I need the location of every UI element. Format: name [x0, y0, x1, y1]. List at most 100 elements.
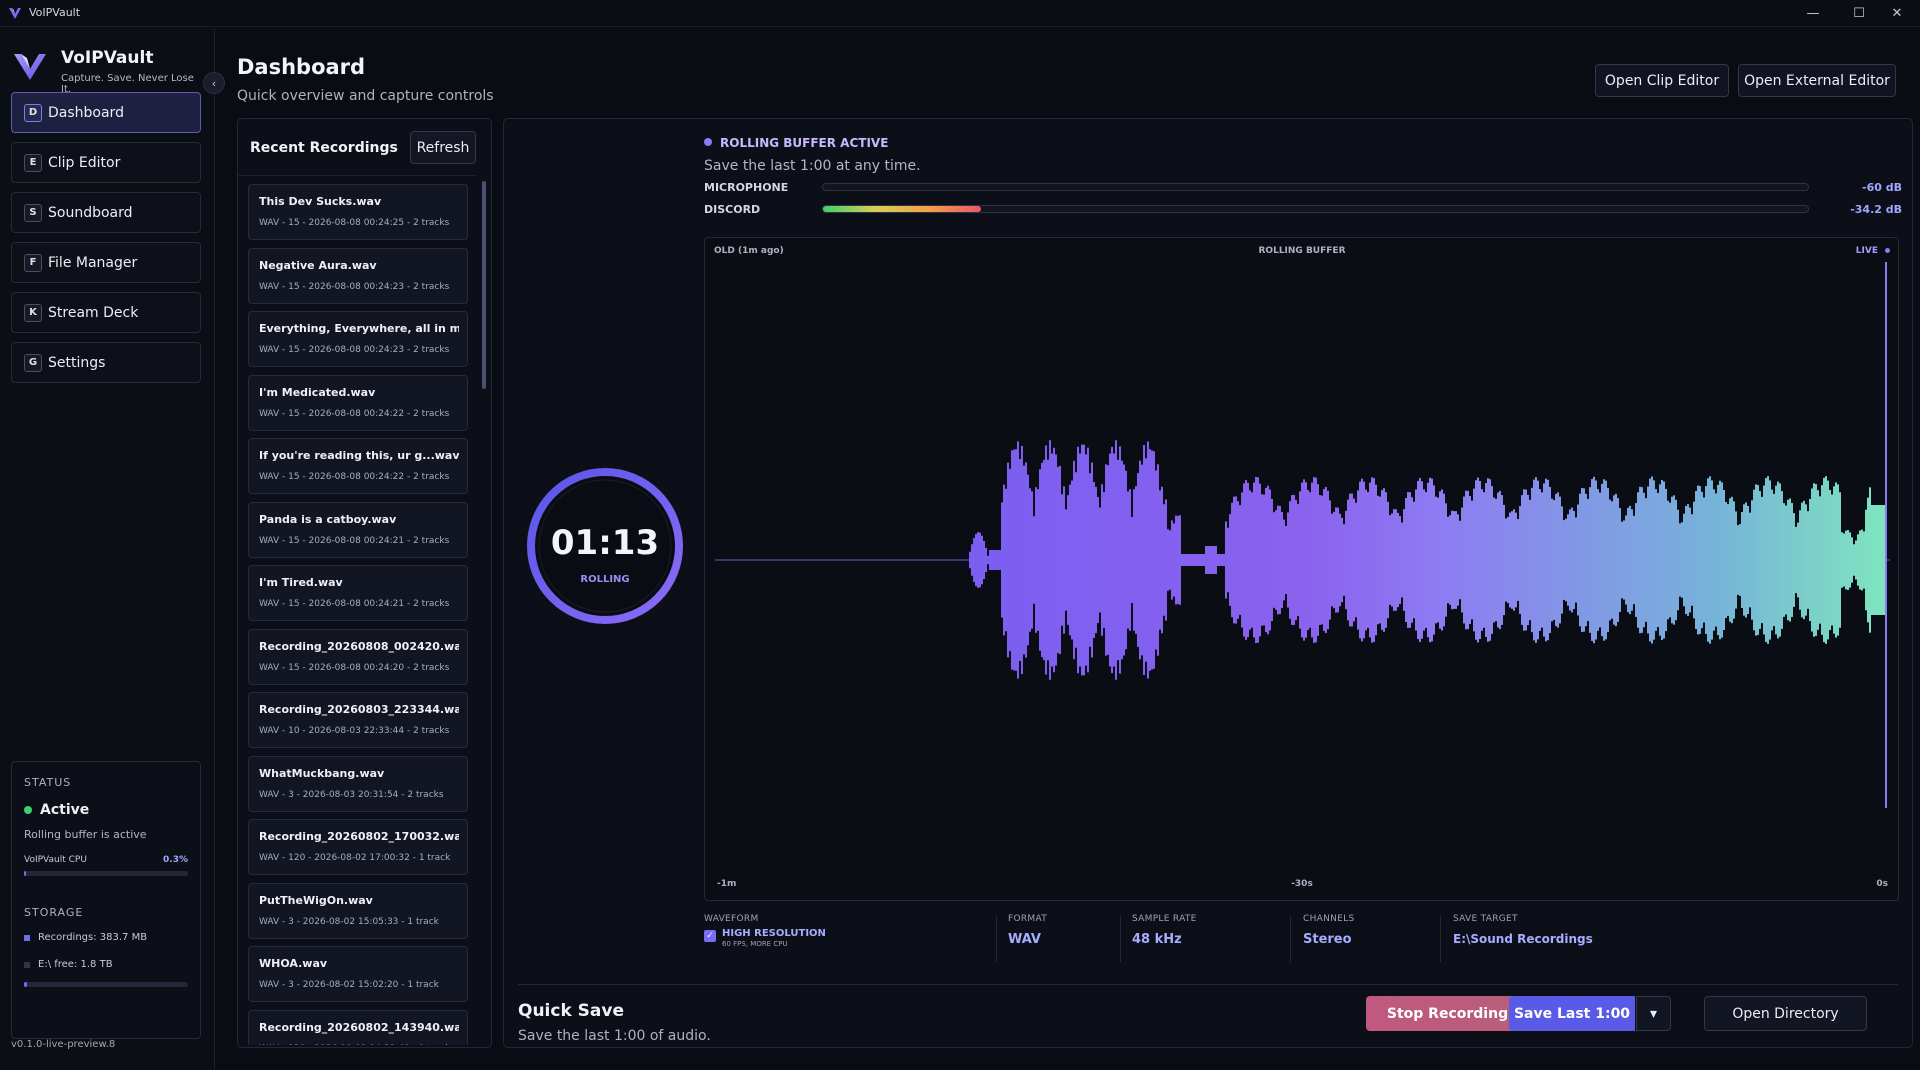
- waveform-bar: [1553, 500, 1555, 620]
- recordings-scrollbar[interactable]: [482, 181, 486, 1031]
- recording-meta: WAV - 15 - 2026-08-08 00:24:22 - 2 track…: [259, 472, 450, 482]
- open-clip-editor-button[interactable]: Open Clip Editor: [1595, 64, 1729, 97]
- waveform-bar: [1089, 473, 1091, 647]
- axis-label-minus-30s: -30s: [1291, 879, 1313, 889]
- save-target-value[interactable]: E:\Sound Recordings: [1453, 932, 1593, 946]
- waveform-bar: [1687, 504, 1689, 616]
- waveform-bar: [1847, 530, 1849, 590]
- recording-item[interactable]: Panda is a catboy.wav WAV - 15 - 2026-08-…: [248, 501, 468, 558]
- waveform-bar: [1063, 486, 1065, 634]
- refresh-button[interactable]: Refresh: [410, 131, 476, 164]
- waveform-bar: [1621, 521, 1623, 599]
- checkbox-checked-icon[interactable]: ✓: [704, 930, 716, 942]
- waveform-bar: [1559, 496, 1561, 624]
- recording-item[interactable]: Recording_20260802_143940.wav WAV - 120 -…: [248, 1009, 468, 1046]
- storage-bar: [24, 982, 188, 987]
- sidebar-item-settings[interactable]: G Settings: [11, 342, 201, 383]
- sidebar-item-dashboard[interactable]: D Dashboard: [11, 92, 201, 133]
- recording-item[interactable]: This Dev Sucks.wav WAV - 15 - 2026-08-08 …: [248, 184, 468, 240]
- shortcut-key-badge: G: [24, 353, 42, 372]
- waveform-bar: [1019, 459, 1021, 661]
- recording-name: Negative Aura.wav: [259, 258, 377, 272]
- maximize-button[interactable]: ☐: [1836, 0, 1882, 27]
- recording-item[interactable]: WHOA.wav WAV - 3 - 2026-08-02 15:02:20 - …: [248, 946, 468, 1002]
- waveform-bar: [1881, 505, 1883, 615]
- waveform-bar: [1827, 480, 1829, 640]
- recording-meta: WAV - 120 - 2026-08-02 14:39:40 - 1 trac…: [259, 1044, 450, 1046]
- high-resolution-option[interactable]: ✓ HIGH RESOLUTION 60 FPS, MORE CPU: [704, 928, 994, 948]
- waveform-bar: [1345, 510, 1347, 610]
- high-resolution-note: 60 FPS, MORE CPU: [722, 940, 788, 948]
- waveform-bar: [1583, 488, 1585, 632]
- storage-heading: STORAGE: [24, 906, 84, 919]
- waveform-bar: [1349, 493, 1351, 627]
- save-options-dropdown[interactable]: ▾: [1636, 996, 1671, 1031]
- waveform-bar: [1205, 546, 1207, 574]
- collapse-sidebar-button[interactable]: ‹: [203, 72, 225, 94]
- waveform-bar: [1841, 532, 1843, 588]
- waveform-bar: [1537, 480, 1539, 640]
- waveform-bar: [1167, 529, 1169, 591]
- waveform-bar: [1027, 474, 1029, 646]
- recording-item[interactable]: Recording_20260803_223344.wav WAV - 10 - …: [248, 692, 468, 748]
- waveform-bar: [1733, 501, 1735, 619]
- waveform-bar: [1277, 505, 1279, 615]
- sidebar-item-clip-editor[interactable]: E Clip Editor: [11, 142, 201, 183]
- close-button[interactable]: ✕: [1874, 0, 1920, 27]
- open-directory-button[interactable]: Open Directory: [1704, 996, 1867, 1031]
- recording-item[interactable]: Recording_20260808_002420.wav WAV - 15 - …: [248, 628, 468, 685]
- recording-item[interactable]: Negative Aura.wav WAV - 15 - 2026-08-08 0…: [248, 247, 468, 304]
- buffer-progress-ring: [527, 468, 683, 624]
- waveform-bar: [1125, 470, 1127, 650]
- waveform-bar: [1509, 512, 1511, 608]
- waveform-bar: [1849, 532, 1851, 588]
- waveform-bar: [989, 550, 991, 570]
- scrollbar-thumb[interactable]: [482, 181, 486, 389]
- recording-name: Recording_20260803_223344.wav: [259, 703, 459, 716]
- waveform-bar: [1515, 512, 1517, 608]
- waveform-bar: [1339, 513, 1341, 607]
- recording-item[interactable]: I'm Medicated.wav WAV - 15 - 2026-08-08 0…: [248, 374, 468, 431]
- waveform-bar: [1573, 510, 1575, 610]
- sidebar-item-file-manager[interactable]: F File Manager: [11, 242, 201, 283]
- waveform-bar: [1505, 518, 1507, 602]
- waveform-bar: [1297, 503, 1299, 617]
- waveform-bar: [1713, 489, 1715, 631]
- sidebar-item-label: Dashboard: [48, 104, 124, 121]
- waveform-bar: [1705, 486, 1707, 634]
- waveform-bar: [1449, 515, 1451, 605]
- recording-item[interactable]: Recording_20260802_170032.wav WAV - 120 -…: [248, 819, 468, 875]
- waveform-bar: [1379, 496, 1381, 624]
- waveform-bar: [1201, 554, 1203, 566]
- recording-item[interactable]: PutTheWigOn.wav WAV - 3 - 2026-08-02 15:0…: [248, 882, 468, 939]
- waveform-bar: [1383, 488, 1385, 632]
- minimize-button[interactable]: —: [1790, 0, 1836, 27]
- waveform-bar: [1225, 521, 1227, 599]
- rolling-buffer-waveform[interactable]: OLD (1m ago) ROLLING BUFFER LIVE -1m -30…: [704, 237, 1899, 901]
- sidebar-item-soundboard[interactable]: S Soundboard: [11, 192, 201, 233]
- sidebar-item-stream-deck[interactable]: K Stream Deck: [11, 292, 201, 333]
- recording-item[interactable]: Everything, Everywhere, all in m... WAV -…: [248, 311, 468, 367]
- waveform-bar: [1719, 480, 1721, 640]
- waveform-bar: [1429, 477, 1431, 643]
- recording-item[interactable]: If you're reading this, ur g...wav WAV - …: [248, 438, 468, 494]
- waveform-bar: [1767, 476, 1769, 644]
- waveform-bar: [1447, 516, 1449, 604]
- stop-recording-button[interactable]: Stop Recording: [1366, 996, 1529, 1031]
- waveform-bar: [1195, 554, 1197, 566]
- open-external-editor-button[interactable]: Open External Editor: [1738, 64, 1896, 97]
- recording-item[interactable]: I'm Tired.wav WAV - 15 - 2026-08-08 00:24…: [248, 565, 468, 621]
- divider: [1440, 916, 1441, 962]
- waveform-bar: [1481, 489, 1483, 631]
- waveform-bar: [1145, 458, 1147, 662]
- waveform-bar: [1793, 513, 1795, 607]
- waveform-bar: [1365, 489, 1367, 631]
- recording-item[interactable]: WhatMuckbang.wav WAV - 3 - 2026-08-03 20:…: [248, 755, 468, 812]
- waveform-bar: [1041, 462, 1043, 658]
- waveform-bar: [1613, 495, 1615, 625]
- waveform-bar: [1263, 494, 1265, 626]
- waveform-bar: [1595, 480, 1597, 640]
- waveform-bar: [1163, 504, 1165, 616]
- save-last-button[interactable]: Save Last 1:00: [1509, 996, 1635, 1031]
- waveform-bar: [1787, 499, 1789, 621]
